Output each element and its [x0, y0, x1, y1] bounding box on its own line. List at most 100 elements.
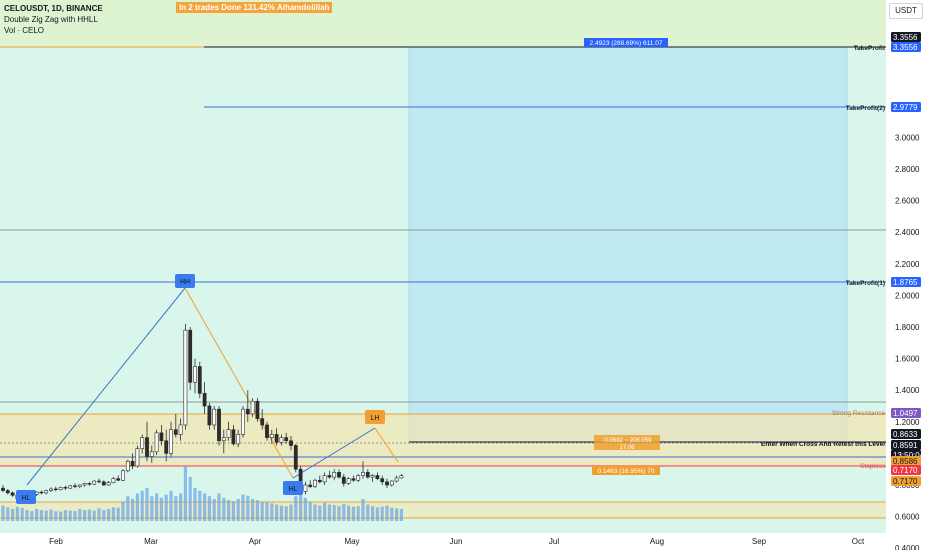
- x-tick-label: Sep: [752, 537, 767, 546]
- volume-layer: [1, 466, 403, 521]
- x-tick-label: Jul: [549, 537, 559, 546]
- volume-bar: [92, 510, 96, 521]
- target-label-box: [584, 38, 668, 47]
- volume-bar: [217, 493, 221, 521]
- volume-bar: [241, 494, 245, 521]
- volume-title[interactable]: Vol · CELO: [4, 26, 45, 35]
- candle-body: [106, 482, 111, 486]
- levels-layer: [0, 46, 886, 519]
- volume-bar: [73, 511, 77, 521]
- volume-bar: [323, 502, 327, 521]
- y-tick-label: 1.6000: [895, 355, 920, 364]
- volume-bar: [385, 505, 389, 521]
- tag-last-bg: [891, 440, 921, 450]
- entry-label-2: 17.06: [619, 445, 635, 451]
- candle-body: [236, 434, 241, 445]
- indicator-title[interactable]: Double Zig Zag with HHLL: [4, 15, 98, 24]
- volume-bar: [207, 496, 211, 521]
- candle-body: [178, 424, 183, 435]
- volume-bar: [265, 502, 269, 521]
- target-box-label: 2.4923 (288.69%) 611.07: [590, 40, 663, 47]
- volume-bar: [337, 506, 341, 521]
- volume-bar: [183, 466, 187, 521]
- zigzag-layer: [26, 287, 399, 486]
- candle-body: [63, 487, 68, 489]
- candle-body: [231, 429, 236, 445]
- volume-bar: [375, 507, 379, 521]
- upper-band: [0, 0, 886, 47]
- tag-stop-text: 0.7170: [893, 466, 918, 475]
- volume-bar: [169, 490, 173, 521]
- volume-bar: [59, 511, 63, 521]
- candle-body: [154, 432, 159, 453]
- candle-body: [313, 479, 317, 487]
- tag-tp2-text: 2.9779: [893, 103, 918, 112]
- tag-stop-bg: [891, 465, 921, 475]
- volume-bar: [231, 501, 235, 521]
- candle-body: [53, 488, 58, 491]
- candle-body: [39, 491, 44, 494]
- y-tick-label: 2.0000: [895, 291, 920, 300]
- candle-body: [385, 481, 389, 486]
- strong-resistance-label: Strong Resistance: [832, 410, 885, 417]
- volume-bar: [303, 497, 307, 521]
- zigzag-markers: HL HH HL LH: [16, 274, 385, 504]
- performance-banner: In 2 trades Done 131.42% Alhamdolillah: [176, 2, 333, 13]
- candle-body: [332, 472, 337, 478]
- currency-button[interactable]: USDT: [889, 3, 923, 19]
- y-tick-label: 0.6000: [895, 513, 920, 522]
- y-tick-label: 1.2000: [895, 418, 920, 427]
- volume-bar: [294, 496, 298, 521]
- candle-body: [241, 408, 245, 435]
- volume-bar: [361, 499, 365, 521]
- volume-bar: [203, 493, 207, 521]
- symbol-title[interactable]: CELOUSDT, 1D, BINANCE: [4, 4, 103, 13]
- tp2-label: TakeProfit(2): [846, 105, 885, 112]
- volume-bar: [87, 509, 91, 521]
- hl-marker-2-box: [283, 481, 303, 495]
- volume-bar: [11, 508, 15, 521]
- volume-bar: [270, 503, 274, 521]
- volume-bar: [342, 503, 346, 521]
- candle-body: [250, 400, 255, 415]
- volume-bar: [284, 506, 288, 521]
- zigzag-inner-1: [26, 287, 186, 486]
- volume-bar: [174, 496, 178, 521]
- volume-bar: [140, 490, 144, 521]
- volume-bar: [111, 507, 115, 521]
- stoploss-label: Stoploss: [860, 463, 886, 470]
- volume-bar: [20, 507, 24, 521]
- volume-bar: [54, 511, 58, 521]
- tag-tp1-bg: [891, 277, 921, 287]
- volume-bar: [159, 497, 163, 521]
- candle-body: [269, 434, 274, 438]
- volume-bar: [30, 511, 34, 521]
- volume-bar: [164, 494, 168, 521]
- candle-body: [193, 366, 197, 383]
- volume-bar: [68, 510, 72, 521]
- candle-body: [221, 437, 226, 442]
- candle-body: [159, 432, 164, 442]
- volume-bar: [356, 506, 360, 521]
- x-tick-label: Jun: [450, 537, 463, 546]
- tag-current-bg: [891, 429, 921, 439]
- volume-bar: [135, 493, 139, 521]
- volume-bar: [255, 500, 259, 521]
- candle-body: [87, 483, 92, 485]
- candle-body: [49, 488, 53, 491]
- volume-bar: [212, 499, 216, 521]
- volume-bar: [49, 509, 53, 521]
- time-axis[interactable]: Feb Mar Apr May Jun Jul Aug Sep Oct: [49, 537, 865, 546]
- hh-marker-box: [175, 274, 195, 288]
- candle-body: [130, 460, 135, 467]
- volume-bar: [131, 499, 135, 521]
- entry-label-1: -0.0682 ~ 206.059: [603, 438, 653, 444]
- candle-body: [255, 400, 260, 419]
- y-tick-label: 2.6000: [895, 197, 920, 206]
- candle-body: [356, 475, 361, 481]
- price-axis[interactable]: 3.20003.00002.80002.60002.40002.20002.00…: [895, 102, 920, 553]
- tag-resistance-bg: [891, 408, 921, 418]
- x-tick-label: May: [344, 537, 359, 546]
